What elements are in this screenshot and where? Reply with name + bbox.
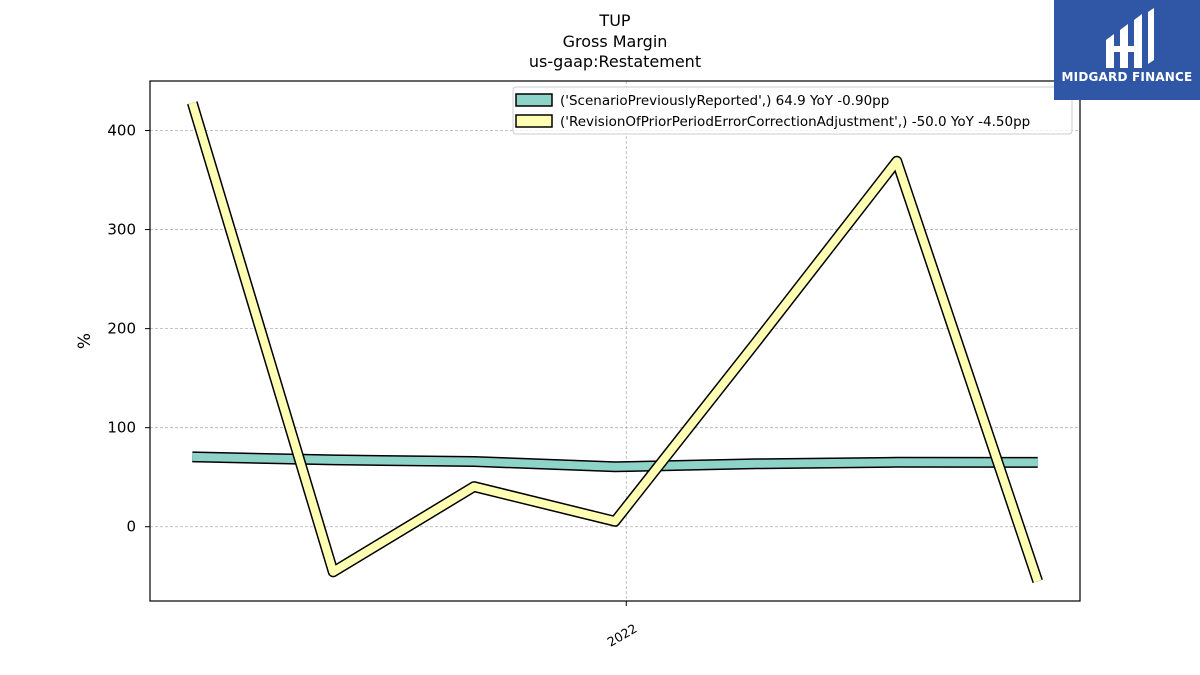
data-point — [474, 461, 475, 462]
y-tick-label: 100 — [107, 419, 136, 437]
legend-label-previously-reported: ('ScenarioPreviouslyReported',) 64.9 YoY… — [560, 93, 889, 109]
series-line-revision-adjustment-outline — [187, 101, 1043, 583]
data-point — [615, 521, 616, 522]
data-point — [755, 463, 756, 464]
chart-title: TUP — [598, 11, 630, 30]
y-tick-label: 200 — [107, 320, 136, 338]
legend-swatch-revision-adjustment — [515, 114, 553, 128]
data-point — [755, 342, 756, 343]
y-tick-label: 0 — [126, 518, 136, 536]
data-point — [896, 161, 897, 162]
chart-subtitle-2: us-gaap:Restatement — [529, 52, 701, 71]
series-line-revision-adjustment — [188, 101, 1042, 583]
data-point — [333, 459, 334, 460]
data-point — [1037, 462, 1038, 463]
axis-ticks: 0 100 200 300 400 2022 — [107, 122, 639, 650]
data-point — [192, 456, 193, 457]
data-point — [333, 571, 334, 572]
legend-box — [512, 86, 1073, 135]
y-tick-label: 400 — [107, 122, 136, 140]
data-point — [896, 462, 897, 463]
data-point — [474, 486, 475, 487]
y-tick-label: 300 — [107, 221, 136, 239]
midgard-finance-logo: MIDGARD FINANCE — [1054, 0, 1200, 100]
legend: ('ScenarioPreviouslyReported',) 64.9 YoY… — [512, 86, 1073, 135]
midgard-logo-icon — [1106, 8, 1154, 68]
legend-swatch-previously-reported — [515, 93, 553, 107]
axes-frame — [149, 80, 1081, 602]
data-point — [192, 102, 193, 103]
chart-subtitle: Gross Margin — [563, 32, 668, 51]
data-point — [1037, 581, 1038, 582]
series-line-previously-reported — [192, 452, 1038, 471]
x-tick-label: 2022 — [604, 621, 639, 650]
data-point — [615, 466, 616, 467]
legend-label-revision-adjustment: ('RevisionOfPriorPeriodErrorCorrectionAd… — [560, 114, 1030, 130]
plot-area — [187, 101, 1043, 583]
y-axis-label: % — [75, 333, 95, 349]
logo-text: MIDGARD FINANCE — [1061, 70, 1193, 84]
